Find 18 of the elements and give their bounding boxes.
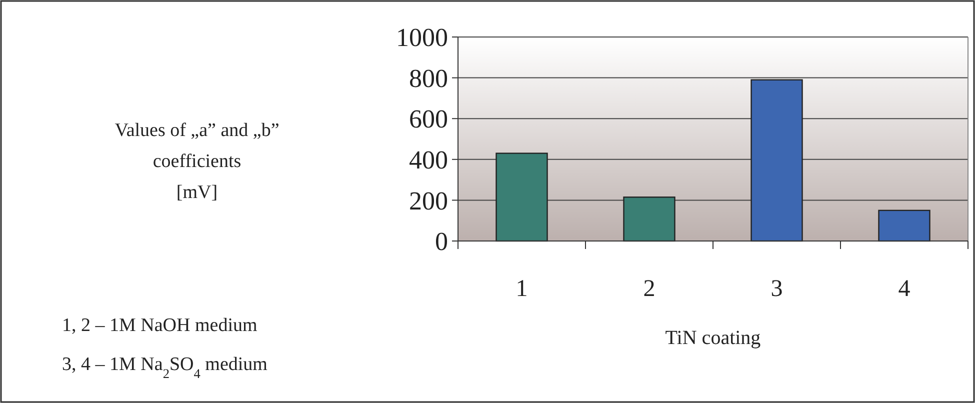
y-tick-label: 200 [409, 186, 448, 216]
bar [623, 196, 676, 242]
bar [750, 79, 803, 242]
y-tick-label: 600 [409, 104, 448, 134]
x-tick-label: 4 [898, 276, 910, 302]
bar [496, 152, 548, 242]
y-tick-label: 400 [409, 146, 448, 174]
x-tick-label: 1 [516, 276, 528, 302]
y-tick-label: 0 [435, 227, 448, 256]
y-tick-label: 800 [409, 64, 448, 93]
x-tick-label: 3 [770, 276, 783, 302]
text: Values of „a” and „b” coefficients [mV] [114, 120, 280, 203]
y-tick-label: 1000 [396, 23, 448, 52]
text: 1, 2 – 1M NaOH medium [62, 315, 258, 336]
text: 3, 4 – 1M Na$_{2}$SO$_{4}$ medium [62, 354, 268, 380]
x-axis-title: TiN coating [665, 327, 761, 349]
bar [878, 210, 930, 242]
x-tick-label: 2 [643, 276, 656, 302]
